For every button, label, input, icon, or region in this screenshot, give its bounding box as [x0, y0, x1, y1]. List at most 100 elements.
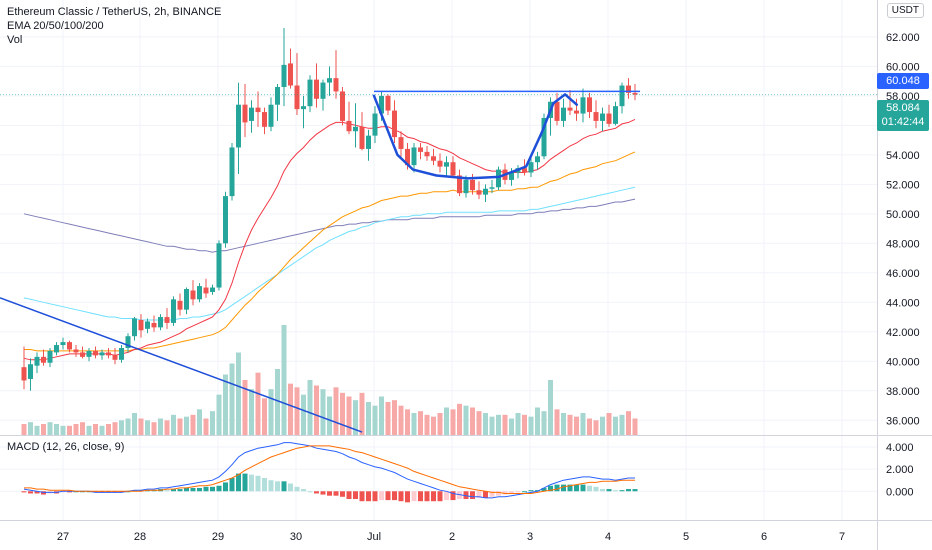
chart-legend: Ethereum Classic / TetherUS, 2h, BINANCE… — [7, 5, 221, 47]
candle-body — [632, 92, 638, 95]
volume-bar — [587, 418, 592, 435]
candle-body — [333, 78, 339, 92]
macd-histogram-bar — [177, 489, 183, 492]
volume-bar — [392, 400, 397, 435]
macd-histogram-bar — [21, 491, 27, 493]
volume-bar — [567, 414, 573, 435]
volume-bar — [593, 420, 599, 435]
candle-body — [359, 126, 365, 149]
volume-bar — [164, 420, 170, 435]
candle-body — [613, 106, 618, 124]
candle-body — [522, 168, 527, 173]
macd-histogram-bar — [444, 491, 449, 501]
volume-bar — [294, 387, 300, 435]
volume-bar — [47, 422, 53, 435]
macd-histogram-bar — [236, 473, 241, 492]
macd-histogram-bar — [145, 490, 150, 492]
macd-histogram-bar — [190, 487, 196, 492]
symbol-title[interactable]: Ethereum Classic / TetherUS, 2h, BINANCE — [7, 6, 222, 18]
ema100-line — [23, 186, 636, 321]
macd-histogram-bar — [515, 491, 521, 493]
candle-body — [288, 63, 293, 86]
candle-body — [372, 113, 378, 136]
volume-bar — [223, 374, 228, 435]
candle-body — [431, 156, 436, 161]
candle-body — [171, 299, 176, 323]
volume-bar — [353, 400, 358, 435]
macd-histogram-bar — [288, 483, 293, 492]
candle-body — [554, 101, 560, 121]
macd-histogram-bar — [346, 491, 352, 499]
macd-histogram-bar — [385, 491, 391, 501]
volume-bar — [216, 394, 222, 435]
volume-bar — [541, 411, 547, 435]
macd-histogram-bar — [164, 490, 170, 492]
candle-body — [80, 352, 85, 357]
time-axis-label: 2 — [449, 531, 455, 543]
candle-body — [307, 79, 313, 107]
macd-histogram-bar — [450, 491, 456, 501]
candle-body — [255, 107, 261, 113]
volume-bar — [522, 414, 527, 435]
macd-histogram-bar — [255, 475, 261, 492]
candle-body — [132, 318, 137, 337]
candle-body — [99, 352, 105, 356]
macd-histogram-bar — [457, 491, 462, 499]
time-axis-label: 4 — [605, 531, 611, 543]
currency-selector[interactable]: USDT — [886, 3, 924, 18]
last-price-marker: 58.084 01:42:44 — [877, 100, 929, 131]
macd-histogram-bar — [327, 491, 332, 496]
volume-bar — [190, 414, 196, 435]
macd-axis-label: 0.000 — [886, 486, 914, 498]
macd-histogram-bar — [333, 491, 339, 496]
macd-histogram-bar — [262, 478, 267, 492]
macd-histogram-bar — [28, 491, 33, 494]
macd-histogram-bar — [229, 478, 235, 492]
volume-bar — [184, 416, 189, 435]
volume-bar — [600, 416, 605, 435]
volume-bar — [21, 424, 27, 435]
candle-body — [119, 348, 124, 360]
macd-histogram-bar — [541, 487, 547, 492]
volume-bar — [138, 418, 144, 435]
volume-bar — [229, 363, 235, 435]
volume-bar — [405, 409, 410, 435]
candle-body — [54, 345, 59, 353]
time-axis-label: 27 — [57, 531, 69, 543]
macd-histogram-bar — [366, 491, 371, 502]
candle-body — [626, 85, 631, 93]
macd-legend[interactable]: MACD (12, 26, close, 9) — [7, 441, 125, 453]
macd-histogram-bar — [197, 487, 202, 492]
price-axis-label: 44.000 — [886, 297, 920, 309]
volume-bar — [476, 411, 482, 435]
volume-bar — [561, 413, 566, 435]
candle-body — [489, 187, 495, 189]
price-axis-label: 48.000 — [886, 238, 920, 250]
candle-body — [457, 175, 462, 194]
high-price-marker: 60.048 — [877, 73, 929, 89]
volume-bar — [379, 396, 384, 435]
candle-body — [528, 162, 534, 173]
ema-indicator-label[interactable]: EMA 20/50/100/200 — [7, 20, 104, 32]
volume-indicator-label[interactable]: Vol — [7, 34, 23, 46]
macd-histogram-bar — [34, 491, 40, 494]
macd-histogram-bar — [379, 491, 384, 501]
macd-histogram-bar — [203, 486, 209, 492]
macd-histogram-bar — [580, 484, 586, 492]
volume-bar — [67, 425, 72, 435]
macd-histogram-bar — [561, 484, 566, 492]
macd-histogram-bar — [567, 484, 573, 492]
candle-body — [281, 64, 287, 87]
macd-histogram-bar — [216, 485, 222, 492]
macd-histogram-bar — [600, 489, 605, 492]
macd-histogram-bar — [606, 489, 612, 492]
volume-bar — [99, 425, 105, 435]
candle-body — [34, 356, 40, 366]
macd-histogram-bar — [587, 485, 592, 492]
candle-body — [216, 243, 222, 288]
ema50-line — [24, 151, 636, 352]
candle-body — [275, 87, 280, 105]
macd-histogram-bar — [138, 490, 144, 492]
volume-bar — [626, 411, 631, 435]
